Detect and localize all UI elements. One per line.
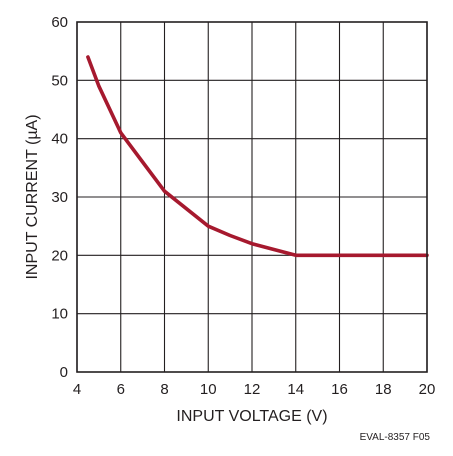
x-tick-label: 14 (287, 381, 304, 398)
y-tick-label: 50 (51, 72, 68, 89)
figure-note: EVAL-8357 F05 (360, 432, 431, 443)
y-tick-label: 0 (60, 364, 68, 381)
y-tick-label: 30 (51, 189, 68, 206)
y-tick-labels: 0 10 20 30 40 50 60 (51, 14, 68, 381)
x-tick-label: 12 (244, 381, 261, 398)
x-tick-labels: 4 6 8 10 12 14 16 18 20 (73, 381, 436, 398)
x-tick-label: 18 (375, 381, 392, 398)
x-tick-label: 4 (73, 381, 81, 398)
x-tick-label: 6 (117, 381, 125, 398)
x-tick-label: 10 (200, 381, 217, 398)
x-axis-label: INPUT VOLTAGE (V) (176, 408, 327, 425)
y-tick-label: 20 (51, 247, 68, 264)
series-layer (86, 55, 429, 258)
y-tick-label: 60 (51, 14, 68, 31)
y-axis-label: INPUT CURRENT (µA) (24, 114, 41, 279)
x-tick-label: 8 (160, 381, 168, 398)
y-tick-label: 40 (51, 131, 68, 148)
plot-frame (76, 21, 428, 373)
grid (76, 21, 428, 373)
x-tick-label: 20 (419, 381, 436, 398)
series-line-1 (86, 55, 429, 258)
y-tick-label: 10 (51, 306, 68, 323)
x-tick-label: 16 (331, 381, 348, 398)
